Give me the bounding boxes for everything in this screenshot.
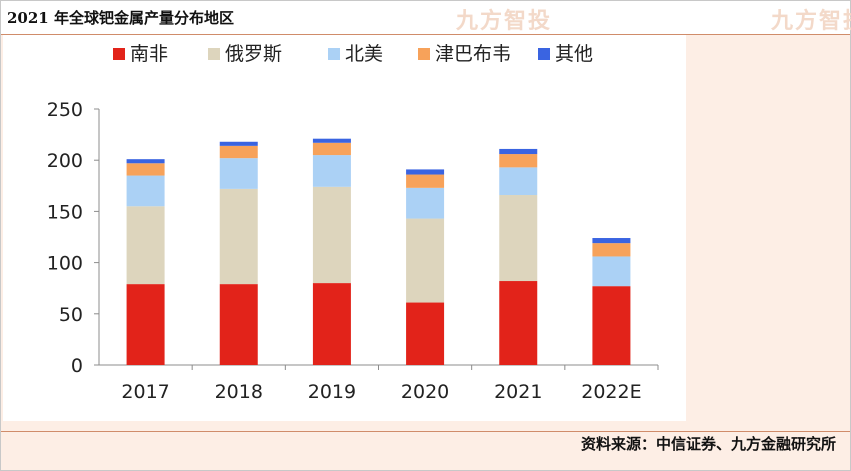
bar-segment-2022E-0 [592, 286, 631, 365]
bar-segment-2017-1 [126, 206, 165, 285]
bar-segment-2017-4 [126, 159, 165, 164]
stacked-bar-chart: 南非 俄罗斯 北美 津巴布韦 其他 0 50 100 150 200 250 2017 2018 2019… [47, 43, 659, 403]
x-tick-label: 2020 [401, 381, 449, 403]
bar-segment-2017-2 [126, 175, 165, 207]
y-tick-label: 50 [59, 304, 83, 326]
bar-segment-2018-1 [219, 188, 258, 285]
bar-segment-2021-1 [499, 195, 538, 282]
bar-segment-2018-4 [219, 141, 258, 146]
bar-segment-2022E-2 [592, 256, 631, 287]
y-tick-label: 0 [71, 355, 83, 377]
bar-segment-2019-1 [312, 186, 351, 284]
x-tick-label: 2021 [494, 381, 542, 403]
bar-segment-2017-3 [126, 163, 165, 176]
bar-segment-2022E-4 [592, 238, 631, 244]
bar-segment-2021-2 [499, 167, 538, 196]
bar-segment-2021-3 [499, 154, 538, 168]
y-tick-label: 100 [47, 253, 83, 275]
legend-swatch [538, 48, 550, 60]
legend-swatch [418, 48, 430, 60]
legend-label: 北美 [345, 43, 383, 65]
legend-swatch [113, 48, 125, 60]
legend-label: 津巴布韦 [435, 43, 511, 65]
bar-segment-2019-4 [312, 138, 351, 143]
legend-label: 南非 [130, 43, 168, 65]
bar-segment-2019-0 [312, 283, 351, 365]
footer-divider [1, 431, 850, 432]
legend-label: 俄罗斯 [225, 43, 282, 65]
title-bar: 2021 年全球钯金属产量分布地区 九方智投 九方智投 [1, 1, 851, 35]
x-tick-label: 2018 [215, 381, 263, 403]
x-tick-label: 2017 [121, 381, 169, 403]
x-tick-label: 2019 [308, 381, 356, 403]
bar-segment-2021-0 [499, 281, 538, 365]
bar-segment-2018-0 [219, 284, 258, 365]
bar-segment-2019-2 [312, 155, 351, 187]
bar-segment-2020-2 [406, 187, 445, 219]
y-tick-label: 200 [47, 150, 83, 172]
bar-segment-2020-0 [406, 302, 445, 365]
source-note: 资料来源：中信证券、九方金融研究所 [580, 435, 836, 453]
bar-segment-2020-3 [406, 174, 445, 188]
chart-panel: 南非 俄罗斯 北美 津巴布韦 其他 0 50 100 150 200 250 2017 2018 2019… [3, 35, 686, 421]
bar-segment-2021-4 [499, 148, 538, 155]
bar-segment-2020-1 [406, 218, 445, 303]
y-tick-label: 150 [47, 201, 83, 223]
y-tick-label: 250 [47, 99, 83, 121]
bar-segment-2018-2 [219, 158, 258, 189]
bar-segment-2018-3 [219, 145, 258, 159]
x-tick-label: 2022E [581, 381, 641, 403]
bar-segment-2017-0 [126, 284, 165, 365]
legend-swatch [208, 48, 220, 60]
legend-label: 其他 [555, 43, 593, 65]
figure-title: 2021 年全球钯金属产量分布地区 [7, 9, 234, 27]
watermark-logo-2: 九方智投 [771, 9, 851, 34]
watermark-logo: 九方智投 [456, 9, 553, 34]
bar-segment-2019-3 [312, 142, 351, 156]
bar-segment-2020-4 [406, 169, 445, 175]
legend-swatch [328, 48, 340, 60]
bar-segment-2022E-3 [592, 243, 631, 257]
